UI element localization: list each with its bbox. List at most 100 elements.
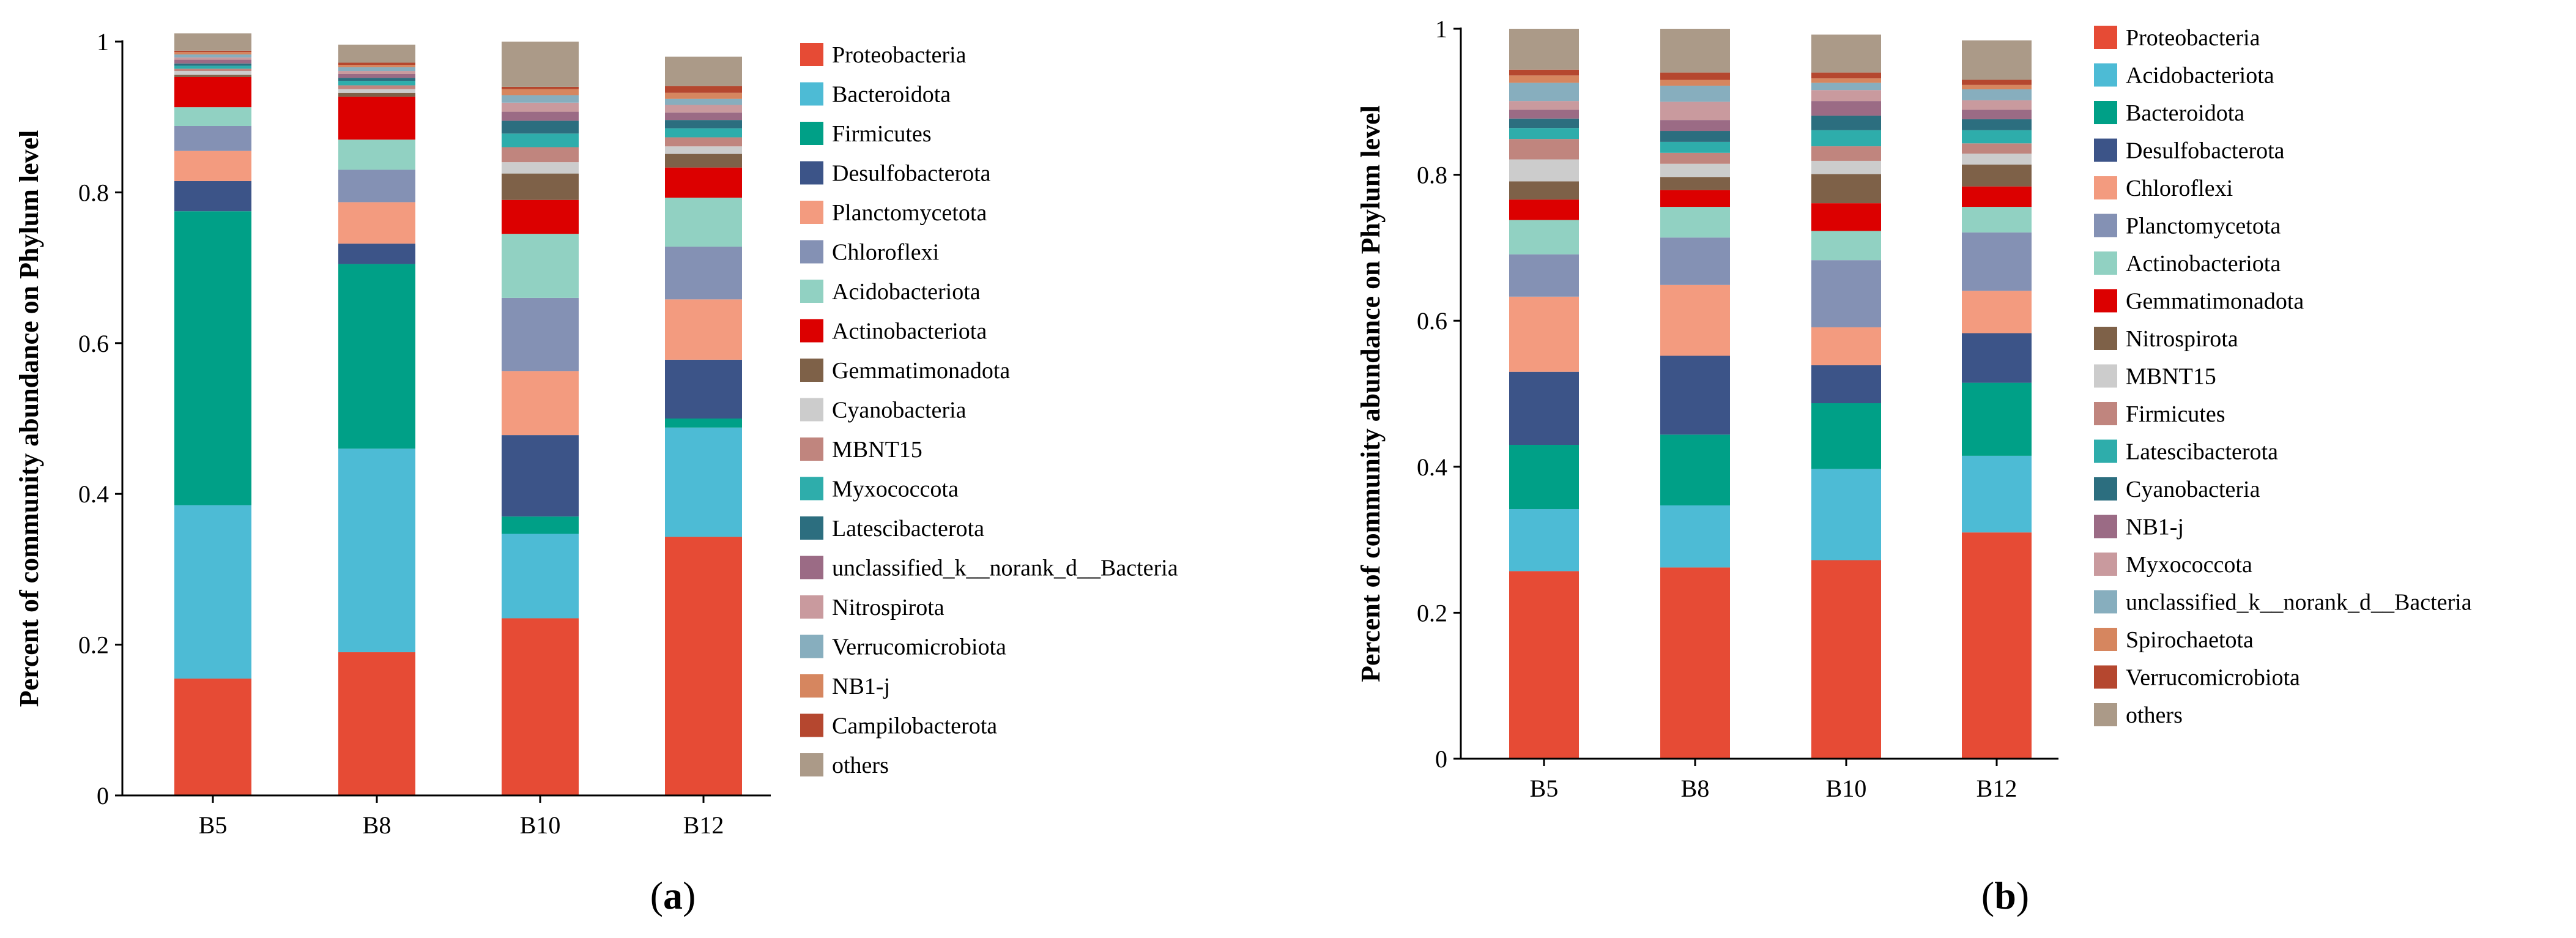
bar-segment-B12-desulfobacterota	[665, 359, 742, 419]
legend-swatch-unclassified_k__norank_d__bacteria	[800, 556, 823, 579]
bar-segment-B10-acidobacteriota	[1811, 469, 1881, 560]
bar-segment-B5-gemmatimonadota	[1509, 199, 1579, 220]
legend-label-mbnt15: MBNT15	[2126, 364, 2216, 390]
y-tick-label: 1	[1435, 15, 1447, 43]
bar-segment-B8-firmicutes	[338, 264, 415, 449]
legend-swatch-chloroflexi	[2094, 176, 2117, 199]
bar-segment-B10-desulfobacterota	[1811, 365, 1881, 404]
bar-segment-B12-cyanobacteria	[665, 146, 742, 154]
bar-segment-B8-nb1-j	[338, 65, 415, 67]
x-tick-label-b5: B5	[1530, 775, 1559, 802]
legend-swatch-campilobacterota	[800, 713, 823, 737]
legend-label-myxococcota: Myxococcota	[832, 477, 959, 502]
bar-segment-B12-gemmatimonadota	[665, 154, 742, 168]
y-tick-label: 1	[97, 28, 109, 56]
bar-segment-B8-chloroflexi	[338, 169, 415, 203]
bar-segment-B10-others	[1811, 34, 1881, 73]
bar-segment-B10-chloroflexi	[502, 297, 579, 371]
x-tick-label-b8: B8	[1681, 775, 1710, 802]
legend-swatch-chloroflexi	[800, 240, 823, 264]
bar-segment-B8-others	[1660, 29, 1730, 73]
legend-swatch-desulfobacterota	[2094, 138, 2117, 162]
panel-label: (a)	[650, 874, 696, 917]
bar-segment-B5-mbnt15	[174, 69, 251, 72]
bar-segment-B12-planctomycetota	[1962, 232, 2032, 291]
bar-segment-B12-acidobacteriota	[665, 198, 742, 247]
bar-segment-B10-mbnt15	[502, 147, 579, 163]
y-tick-label: 0.8	[78, 179, 109, 206]
bar-segment-B12-latescibacterota	[665, 120, 742, 128]
legend-swatch-nitrospirota	[2094, 327, 2117, 350]
y-tick-label: 0.6	[78, 330, 109, 357]
bar-segment-B12-desulfobacterota	[1962, 333, 2032, 383]
bar-segment-B8-verrucomicrobiota	[338, 67, 415, 72]
legend-swatch-planctomycetota	[800, 201, 823, 224]
bar-segment-B12-others	[1962, 40, 2032, 80]
bar-segment-B5-desulfobacterota	[1509, 371, 1579, 445]
x-tick-label-b8: B8	[363, 811, 392, 839]
bar-segment-B12-nb1-j	[1962, 110, 2032, 119]
legend-swatch-unclassified_k__norank_d__bacteria	[2094, 590, 2117, 614]
bar-segment-B10-latescibacterota	[502, 121, 579, 134]
bar-segment-B10-nb1-j	[1811, 101, 1881, 116]
bar-segment-B5-bacteroidota	[1509, 445, 1579, 509]
bar-segment-B5-spirochaetota	[1509, 75, 1579, 83]
bar-segment-B8-desulfobacterota	[1660, 355, 1730, 435]
bar-segment-B5-myxococcota	[174, 65, 251, 69]
y-axis-label: Percent of community abundance on Phylum…	[14, 130, 44, 707]
legend-swatch-mbnt15	[800, 437, 823, 461]
bar-segment-B5-actinobacteriota	[1509, 220, 1579, 255]
bar-segment-B5-planctomycetota	[174, 151, 251, 181]
bar-segment-B10-planctomycetota	[1811, 260, 1881, 327]
legend-label-cyanobacteria: Cyanobacteria	[832, 398, 967, 423]
legend-swatch-bacteroidota	[2094, 101, 2117, 124]
legend-swatch-cyanobacteria	[2094, 477, 2117, 501]
bar-segment-B5-planctomycetota	[1509, 254, 1579, 297]
bar-segment-B8-latescibacterota	[1660, 141, 1730, 153]
legend-label-desulfobacterota: Desulfobacterota	[2126, 138, 2285, 164]
bar-segment-B8-nitrospirota	[1660, 177, 1730, 190]
bar-segment-B10-proteobacteria	[1811, 560, 1881, 759]
legend-label-spirochaetota: Spirochaetota	[2126, 627, 2254, 653]
bar-segment-B8-bacteroidota	[1660, 434, 1730, 506]
legend-label-firmicutes: Firmicutes	[832, 121, 932, 147]
legend-swatch-latescibacterota	[800, 516, 823, 540]
bar-segment-B10-myxococcota	[502, 133, 579, 147]
legend-swatch-others	[800, 753, 823, 776]
bar-segment-B5-cyanobacteria	[174, 71, 251, 75]
y-tick-label: 0.2	[78, 631, 109, 659]
legend-swatch-gemmatimonadota	[800, 359, 823, 382]
bar-segment-B8-planctomycetota	[1660, 237, 1730, 285]
legend-label-chloroflexi: Chloroflexi	[2126, 176, 2233, 201]
bar-segment-B5-unclassified_k__norank_d__bacteria	[174, 59, 251, 64]
legend-label-gemmatimonadota: Gemmatimonadota	[832, 358, 1010, 384]
y-tick-label: 0.4	[1417, 453, 1447, 481]
legend-label-latescibacterota: Latescibacterota	[832, 516, 984, 542]
legend-label-bacteroidota: Bacteroidota	[2126, 100, 2244, 126]
bar-segment-B12-firmicutes	[665, 419, 742, 428]
bar-segment-B5-nb1-j	[1509, 110, 1579, 119]
bar-segment-B12-nitrospirota	[1962, 164, 2032, 187]
bar-segment-B8-acidobacteriota	[338, 140, 415, 170]
bar-segment-B8-bacteroidota	[338, 449, 415, 652]
legend-swatch-firmicutes	[800, 122, 823, 145]
legend-label-planctomycetota: Planctomycetota	[2126, 214, 2281, 239]
bar-segment-B10-planctomycetota	[502, 371, 579, 436]
legend-swatch-verrucomicrobiota	[800, 635, 823, 658]
bar-segment-B10-actinobacteriota	[502, 199, 579, 234]
legend-swatch-planctomycetota	[2094, 214, 2117, 237]
legend-swatch-gemmatimonadota	[2094, 289, 2117, 313]
legend-label-bacteroidota: Bacteroidota	[832, 82, 951, 108]
legend-swatch-nitrospirota	[800, 595, 823, 619]
legend-label-nitrospirota: Nitrospirota	[832, 595, 945, 620]
bar-segment-B10-bacteroidota	[502, 534, 579, 619]
bar-segment-B10-verrucomicrobiota	[1811, 72, 1881, 79]
legend-label-myxococcota: Myxococcota	[2126, 552, 2252, 578]
bar-segment-B12-chloroflexi	[665, 247, 742, 300]
legend-label-campilobacterota: Campilobacterota	[832, 713, 997, 739]
bar-segment-B8-spirochaetota	[1660, 80, 1730, 86]
bar-segment-B12-bacteroidota	[1962, 382, 2032, 456]
legend-label-cyanobacteria: Cyanobacteria	[2126, 477, 2260, 502]
bar-segment-B8-latescibacterota	[338, 78, 415, 81]
legend-swatch-spirochaetota	[2094, 628, 2117, 651]
